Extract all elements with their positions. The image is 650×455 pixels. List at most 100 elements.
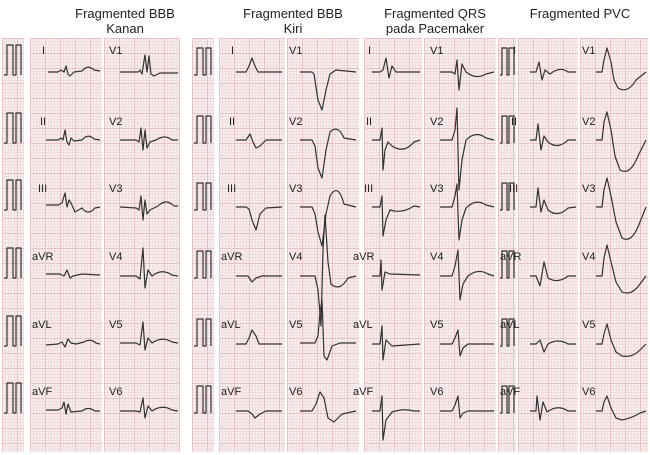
- panel-title-line1: Fragmented PVC: [529, 6, 631, 21]
- lead-label-V1: V1: [582, 45, 596, 57]
- trace-lead-V1: [300, 69, 357, 111]
- lead-label-III: III: [227, 183, 237, 195]
- lead-label-I: I: [42, 45, 46, 57]
- lead-label-II: II: [229, 116, 236, 128]
- calibration-pulse: [194, 47, 212, 76]
- lead-label-V2: V2: [109, 116, 123, 128]
- trace-lead-aVR: [530, 261, 576, 287]
- lead-label-V4: V4: [582, 251, 596, 263]
- trace-lead-V1: [440, 59, 495, 91]
- trace-lead-III: [46, 192, 101, 213]
- lead-label-V5: V5: [109, 319, 123, 331]
- lead-label-V6: V6: [430, 386, 444, 398]
- calibration-pulse: [4, 247, 22, 279]
- trace-lead-V1: [120, 54, 178, 77]
- panel-title-rbbb: Fragmented BBB Kanan: [60, 6, 190, 36]
- calibration-pulse: [500, 47, 515, 76]
- trace-lead-V6: [120, 397, 179, 419]
- panel-traces-pvc: [530, 47, 647, 421]
- lead-label-V1: V1: [289, 45, 303, 57]
- trace-lead-V6: [596, 395, 647, 421]
- panel-traces-pacemaker: [372, 57, 495, 441]
- trace-lead-III: [236, 206, 283, 231]
- calibration-pulse: [194, 318, 212, 347]
- calibration-pulse: [4, 112, 22, 144]
- lead-label-aVL: aVL: [500, 319, 520, 331]
- panel-title-line1: Fragmented BBB: [243, 6, 343, 21]
- calibration-pulse: [194, 250, 212, 279]
- lead-label-II: II: [40, 116, 47, 128]
- trace-lead-I: [530, 61, 576, 81]
- trace-lead-V6: [300, 391, 357, 423]
- trace-lead-V3: [119, 195, 178, 221]
- lead-label-V1: V1: [430, 45, 444, 57]
- panel-title-line1: Fragmented BBB: [75, 6, 175, 21]
- trace-lead-aVR: [372, 259, 421, 291]
- panel-title-line1: Fragmented QRS: [384, 6, 486, 21]
- lead-label-V2: V2: [430, 116, 444, 128]
- trace-lead-V2: [120, 127, 178, 151]
- trace-lead-aVF: [530, 395, 576, 421]
- lead-label-V4: V4: [430, 251, 444, 263]
- ecg-strip-chest: [104, 38, 180, 452]
- trace-lead-V5: [596, 323, 647, 357]
- lead-label-V3: V3: [289, 183, 303, 195]
- calibration-pulse: [500, 385, 515, 414]
- calibration-pulse: [194, 385, 212, 414]
- lead-label-I: I: [231, 45, 235, 57]
- panel-title-line2: Kiri: [283, 21, 303, 36]
- lead-label-aVR: aVR: [221, 251, 243, 263]
- ecg-strip-chest: [424, 38, 496, 452]
- panel-title-pacemaker: Fragmented QRS pada Pacemaker: [370, 6, 500, 36]
- lead-label-V3: V3: [109, 183, 123, 195]
- trace-lead-V3: [440, 183, 495, 241]
- lead-label-aVR: aVR: [500, 251, 522, 263]
- lead-label-V1: V1: [109, 45, 123, 57]
- calibration-pulses: [4, 44, 515, 414]
- lead-label-V5: V5: [289, 319, 303, 331]
- trace-lead-aVF: [46, 401, 100, 415]
- panel-title-line2: pada Pacemaker: [385, 21, 485, 36]
- trace-lead-aVF: [372, 395, 420, 441]
- lead-label-aVF: aVF: [500, 386, 521, 398]
- trace-lead-V4: [120, 247, 179, 289]
- trace-lead-aVL: [372, 325, 421, 361]
- trace-lead-V4: [440, 249, 495, 301]
- calibration-pulse: [500, 318, 515, 347]
- lead-label-V4: V4: [109, 251, 123, 263]
- lead-label-II: II: [366, 116, 373, 128]
- trace-lead-II: [46, 129, 101, 146]
- trace-lead-I: [236, 57, 282, 73]
- ecg-strip-limb: [219, 38, 285, 452]
- lead-label-V2: V2: [582, 116, 596, 128]
- lead-label-V6: V6: [109, 386, 123, 398]
- panel-traces-rbbb: [45, 54, 179, 419]
- lead-label-aVL: aVL: [353, 319, 373, 331]
- trace-lead-II: [530, 123, 576, 151]
- panel-title-lbbb: Fragmented BBB Kiri: [228, 6, 358, 36]
- lead-label-V6: V6: [289, 386, 303, 398]
- panel-title-pvc: Fragmented PVC: [515, 6, 645, 21]
- trace-lead-aVF: [236, 410, 282, 419]
- lead-label-V4: V4: [289, 251, 303, 263]
- trace-lead-III: [530, 187, 577, 215]
- lead-label-aVF: aVF: [32, 386, 53, 398]
- ecg-strip-limb: [518, 38, 578, 452]
- calibration-pulse: [194, 182, 212, 211]
- calibration-pulse: [500, 250, 515, 279]
- lead-label-V3: V3: [430, 183, 444, 195]
- lead-label-aVR: aVR: [32, 251, 54, 263]
- calibration-pulse: [500, 182, 515, 211]
- trace-lead-V5: [300, 299, 356, 361]
- lead-label-III: III: [38, 183, 48, 195]
- trace-lead-V4: [596, 244, 647, 294]
- panel-title-line2: Kanan: [106, 21, 144, 36]
- lead-label-aVL: aVL: [32, 319, 52, 331]
- lead-label-III: III: [364, 183, 374, 195]
- calibration-pulse: [4, 382, 22, 414]
- ecg-strip-limb: [30, 38, 102, 452]
- calibration-pulse: [4, 179, 22, 211]
- trace-lead-V5: [440, 329, 494, 357]
- trace-lead-aVL: [236, 329, 282, 345]
